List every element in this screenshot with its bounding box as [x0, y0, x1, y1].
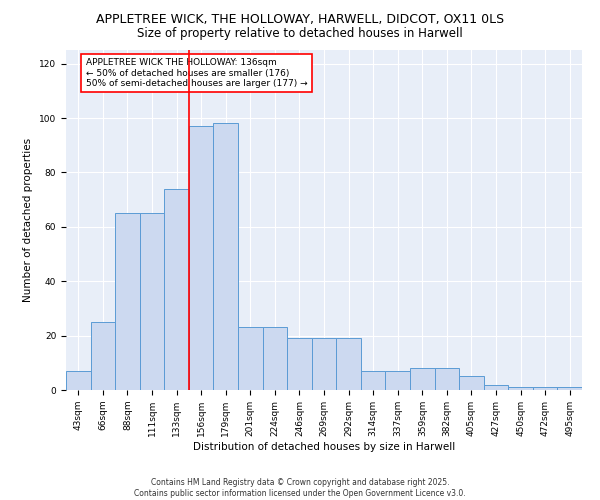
Bar: [385, 371, 410, 390]
Bar: [484, 384, 508, 390]
Bar: [533, 388, 557, 390]
Bar: [459, 376, 484, 390]
Bar: [434, 368, 459, 390]
Text: APPLETREE WICK THE HOLLOWAY: 136sqm
← 50% of detached houses are smaller (176)
5: APPLETREE WICK THE HOLLOWAY: 136sqm ← 50…: [86, 58, 307, 88]
Text: Contains HM Land Registry data © Crown copyright and database right 2025.
Contai: Contains HM Land Registry data © Crown c…: [134, 478, 466, 498]
Bar: [361, 371, 385, 390]
Bar: [287, 338, 312, 390]
Bar: [66, 371, 91, 390]
Bar: [508, 388, 533, 390]
Bar: [91, 322, 115, 390]
Bar: [238, 328, 263, 390]
Bar: [115, 213, 140, 390]
Bar: [557, 388, 582, 390]
Bar: [164, 188, 189, 390]
Y-axis label: Number of detached properties: Number of detached properties: [23, 138, 34, 302]
Bar: [214, 124, 238, 390]
Bar: [410, 368, 434, 390]
Text: Size of property relative to detached houses in Harwell: Size of property relative to detached ho…: [137, 28, 463, 40]
Bar: [189, 126, 214, 390]
Text: APPLETREE WICK, THE HOLLOWAY, HARWELL, DIDCOT, OX11 0LS: APPLETREE WICK, THE HOLLOWAY, HARWELL, D…: [96, 12, 504, 26]
Bar: [263, 328, 287, 390]
Bar: [140, 213, 164, 390]
X-axis label: Distribution of detached houses by size in Harwell: Distribution of detached houses by size …: [193, 442, 455, 452]
Bar: [312, 338, 336, 390]
Bar: [336, 338, 361, 390]
